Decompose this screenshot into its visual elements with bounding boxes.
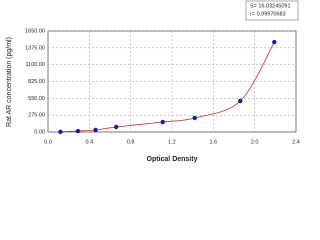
fit-box: [245, 0, 299, 21]
x-tick-label: 1.2: [168, 139, 176, 145]
fit-r: r= 0.99970683: [250, 11, 286, 17]
fit-curve: [60, 41, 275, 133]
chart: Optical Density Rat AR concentration (pg…: [6, 0, 300, 163]
x-axis-title: Optical Density: [147, 156, 198, 163]
fit-s: S= 16.03245091: [250, 3, 291, 9]
x-tick-label: 2.4: [292, 139, 300, 145]
y-tick-label: 0.00: [34, 129, 45, 135]
x-tick-label: 0.8: [127, 139, 135, 145]
point: [160, 119, 165, 125]
point: [238, 98, 243, 104]
point: [192, 115, 197, 121]
y-tick-label: 275.00: [28, 113, 45, 119]
point: [272, 39, 277, 45]
y-tick-label: 1375.00: [25, 45, 45, 51]
point: [93, 127, 98, 133]
x-tick-label: 0.4: [86, 139, 94, 145]
point: [114, 124, 119, 130]
x-tick-label: 0.0: [44, 139, 52, 145]
y-tick-label: 1100.00: [26, 62, 45, 68]
x-tick-label: 1.6: [210, 139, 218, 145]
y-tick-label: 550.00: [28, 96, 45, 102]
y-axis-title: Rat AR concentration (pg/ml): [6, 37, 13, 127]
point: [58, 129, 63, 135]
y-tick-label: 825.00: [28, 79, 45, 85]
x-tick-label: 2.0: [251, 139, 259, 145]
point: [75, 128, 81, 134]
y-tick-label: 1650.00: [25, 28, 45, 34]
